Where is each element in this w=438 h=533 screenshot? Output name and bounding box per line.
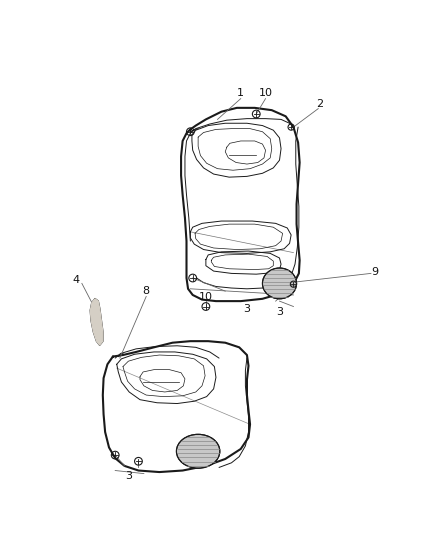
Ellipse shape bbox=[262, 268, 297, 299]
Text: 10: 10 bbox=[199, 292, 213, 302]
Text: 3: 3 bbox=[244, 304, 251, 314]
Text: 3: 3 bbox=[276, 307, 283, 317]
Ellipse shape bbox=[177, 434, 220, 468]
Text: 1: 1 bbox=[237, 88, 244, 98]
Text: 2: 2 bbox=[316, 99, 323, 109]
Text: 10: 10 bbox=[258, 88, 272, 98]
Text: 8: 8 bbox=[143, 286, 150, 296]
Text: 9: 9 bbox=[371, 267, 378, 277]
Text: 4: 4 bbox=[73, 274, 80, 285]
Polygon shape bbox=[90, 299, 103, 345]
Text: 3: 3 bbox=[125, 471, 132, 481]
